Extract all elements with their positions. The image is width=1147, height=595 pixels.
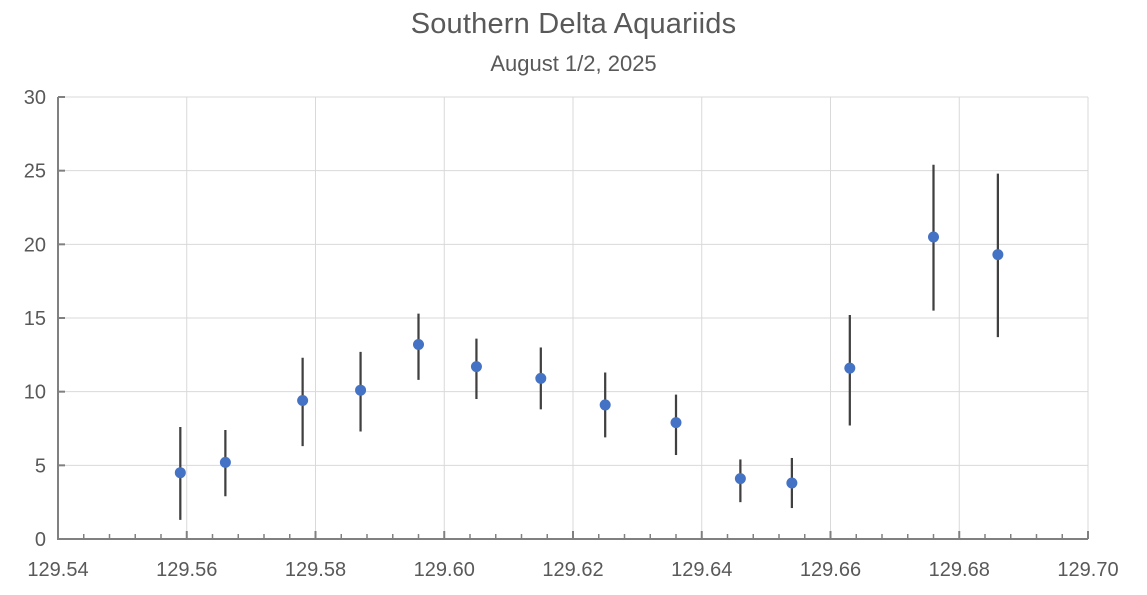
x-tick-label: 129.58 bbox=[285, 559, 346, 581]
data-point-marker bbox=[670, 417, 682, 429]
data-point-marker bbox=[219, 456, 231, 468]
data-point-marker bbox=[297, 395, 309, 407]
data-point-marker bbox=[844, 362, 856, 374]
x-tick-label: 129.56 bbox=[156, 559, 217, 581]
data-point-marker bbox=[470, 361, 482, 373]
data-point-marker bbox=[992, 249, 1004, 261]
data-point-marker bbox=[535, 372, 547, 384]
x-tick-label: 129.54 bbox=[27, 559, 88, 581]
series-meteor-rate bbox=[174, 164, 1004, 520]
x-tick-label: 129.62 bbox=[542, 559, 603, 581]
data-point-marker bbox=[786, 477, 798, 489]
y-tick-label: 25 bbox=[24, 161, 46, 183]
x-tick-label: 129.70 bbox=[1057, 559, 1118, 581]
y-tick-label: 15 bbox=[24, 308, 46, 330]
data-point-marker bbox=[355, 384, 367, 396]
gridlines bbox=[58, 96, 1089, 539]
x-tick-label: 129.60 bbox=[414, 559, 475, 581]
y-tick-label: 0 bbox=[35, 529, 46, 551]
data-point-marker bbox=[413, 339, 424, 351]
axes bbox=[57, 96, 1089, 540]
x-tick-label: 129.64 bbox=[671, 559, 732, 581]
axis-labels: 129.54 129.56 129.58 129.60 129.62 129.64 129.… bbox=[24, 87, 1119, 581]
x-tick-label: 129.66 bbox=[800, 559, 861, 581]
chart-title: Southern Delta Aquariids bbox=[410, 8, 737, 40]
y-tick-label: 10 bbox=[24, 382, 46, 404]
y-tick-label: 5 bbox=[35, 455, 46, 477]
x-tick-label: 129.68 bbox=[929, 559, 990, 581]
chart-subtitle: August 1/2, 2025 bbox=[490, 51, 657, 76]
data-point-marker bbox=[928, 231, 939, 243]
data-point-marker bbox=[599, 399, 611, 411]
y-tick-label: 20 bbox=[24, 234, 46, 256]
data-point-marker bbox=[734, 473, 746, 485]
data-point-marker bbox=[174, 467, 186, 479]
y-tick-label: 30 bbox=[24, 87, 46, 109]
